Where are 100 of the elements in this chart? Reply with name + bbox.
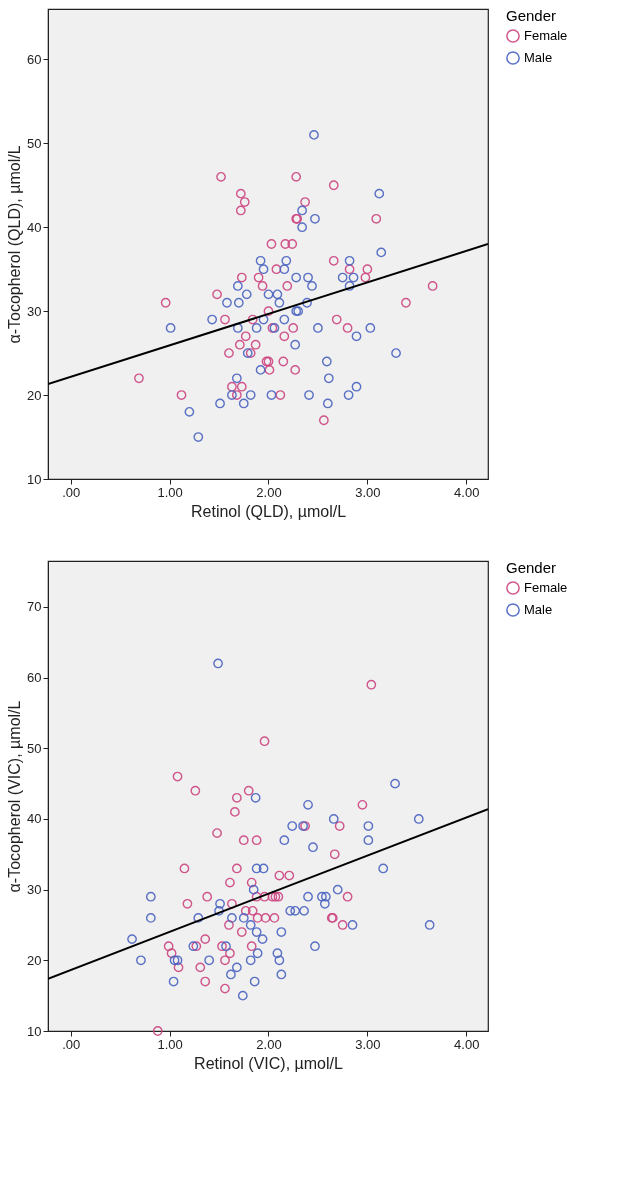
point: [238, 913, 249, 923]
point: [376, 247, 387, 258]
point: [237, 990, 248, 1001]
point: [320, 891, 331, 902]
point: [247, 905, 258, 916]
point: [257, 281, 268, 291]
point: [291, 171, 302, 182]
y-tick-label: 20: [27, 387, 42, 403]
point: [236, 927, 247, 937]
point: [357, 799, 368, 810]
point: [255, 255, 266, 266]
point: [195, 962, 206, 973]
point: [287, 239, 298, 249]
point: [145, 891, 156, 902]
point: [227, 381, 237, 392]
point: [303, 799, 313, 810]
point: [332, 884, 343, 895]
point: [145, 913, 156, 923]
y-tick-label: 30: [27, 303, 42, 319]
point: [374, 188, 385, 199]
point: [251, 891, 262, 902]
point: [207, 314, 218, 325]
point: [279, 331, 290, 342]
y-tick-label: 30: [27, 882, 42, 898]
point: [321, 356, 332, 367]
point: [363, 835, 374, 846]
point: [193, 913, 204, 923]
point: [172, 771, 183, 782]
point: [217, 941, 227, 952]
point: [328, 180, 339, 191]
point: [214, 905, 224, 916]
point: [259, 891, 270, 902]
point: [251, 927, 262, 937]
x-tick-label: .00: [62, 484, 81, 500]
point: [259, 736, 270, 747]
point: [299, 905, 309, 916]
point: [252, 948, 263, 959]
point: [245, 390, 256, 400]
point: [235, 188, 246, 199]
point: [344, 255, 355, 266]
x-tick-label: 1.00: [157, 484, 183, 500]
y-axis-title: α-Tocopherol (QLD), µmol/L: [6, 145, 24, 344]
point: [226, 969, 236, 980]
legend-label: Male: [524, 602, 553, 617]
point: [227, 390, 237, 400]
point: [290, 339, 301, 350]
point: [391, 348, 401, 358]
point: [297, 205, 307, 216]
point: [245, 920, 256, 930]
x-tick-label: 2.00: [256, 1036, 282, 1052]
legend-title: Gender: [506, 559, 557, 576]
point: [249, 976, 260, 987]
x-tick-label: .00: [62, 1036, 81, 1052]
point: [363, 821, 374, 831]
x-tick-label: 3.00: [355, 484, 381, 500]
point: [250, 792, 261, 803]
point: [231, 962, 242, 973]
point: [179, 863, 190, 874]
point: [365, 323, 376, 333]
point: [413, 814, 424, 824]
point: [257, 934, 268, 944]
x-tick-label: 4.00: [454, 484, 480, 500]
point: [243, 785, 254, 796]
point: [266, 239, 277, 249]
y-tick-label: 20: [27, 952, 42, 968]
point: [328, 255, 339, 266]
y-tick-label: 10: [27, 471, 42, 487]
point: [263, 289, 274, 300]
point: [287, 821, 298, 831]
point: [263, 306, 274, 317]
point: [239, 197, 250, 207]
y-tick-label: 10: [27, 1023, 42, 1039]
x-tick-label: 2.00: [256, 484, 282, 500]
point: [310, 213, 320, 224]
point: [236, 272, 247, 283]
point: [342, 323, 353, 333]
point: [231, 390, 242, 400]
point: [309, 130, 319, 140]
x-axis-title: Retinol (VIC), µmol/L: [194, 1054, 344, 1072]
legend-title: Gender: [506, 7, 557, 24]
point: [238, 398, 249, 409]
point: [240, 331, 251, 342]
point: [200, 976, 211, 987]
point: [328, 814, 339, 824]
y-axis-title: α-Tocopherol (VIC), µmol/L: [6, 700, 24, 893]
point: [258, 314, 269, 325]
x-tick-label: 1.00: [157, 1036, 183, 1052]
point: [224, 348, 234, 358]
point: [337, 272, 348, 283]
point: [318, 415, 329, 426]
point: [252, 913, 263, 923]
point: [371, 213, 382, 224]
point: [182, 898, 193, 909]
legend-label: Female: [524, 580, 568, 595]
point: [343, 390, 354, 400]
point: [303, 891, 313, 902]
point: [274, 870, 285, 881]
point: [184, 406, 195, 417]
point: [424, 920, 435, 930]
point: [310, 941, 320, 952]
